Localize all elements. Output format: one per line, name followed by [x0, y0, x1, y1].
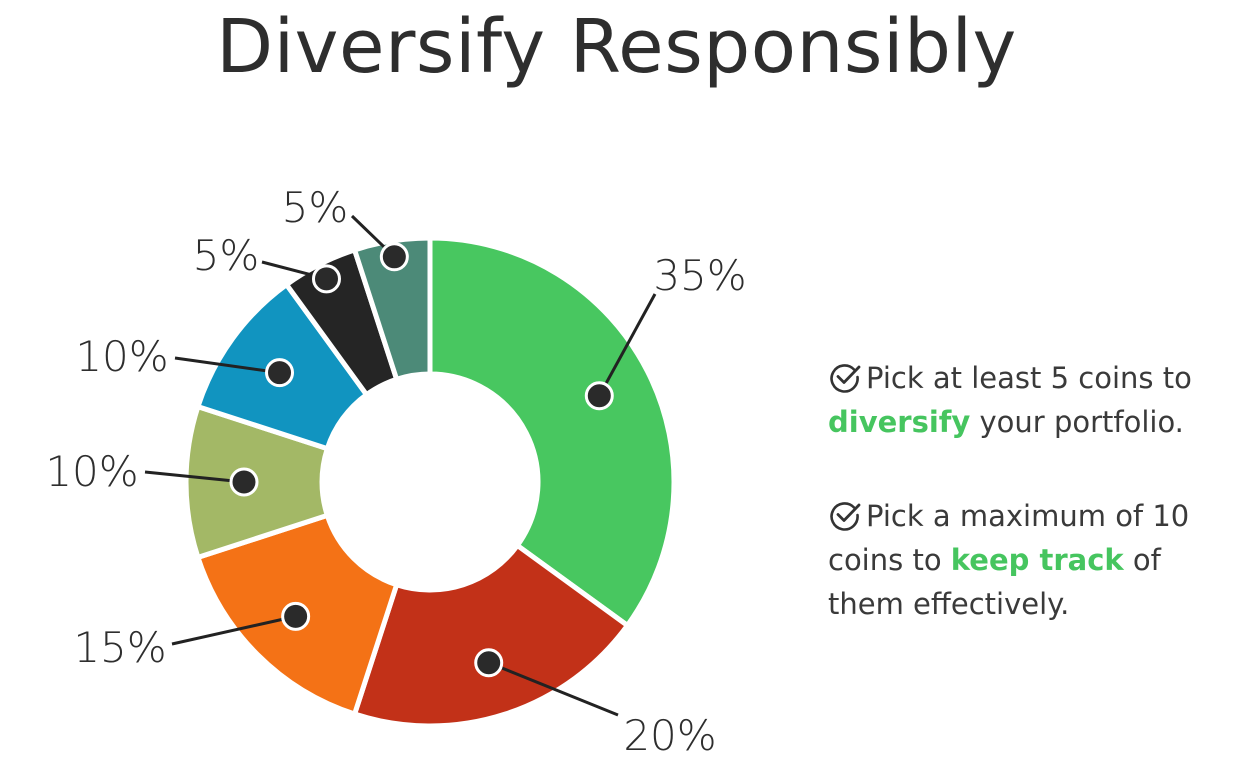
tip-text-end: of them effectively.: [828, 543, 1161, 621]
slice-label-2: 15%: [73, 623, 166, 672]
tip-diversify: Pick at least 5 coins to diversify your …: [828, 356, 1228, 444]
leader-line-4: [174, 356, 280, 375]
leader-line-1: [488, 661, 619, 717]
tip-text-end: your portfolio.: [970, 405, 1184, 439]
leader-dot-1: [474, 648, 504, 678]
tip-text: Pick at least 5 coins to: [866, 361, 1192, 395]
leader-line-3: [144, 470, 245, 484]
slice-0: [427, 235, 677, 628]
leader-dot-6: [379, 242, 409, 272]
labels-group: 35% 20% 15% 10% 10% 5% 5%: [45, 183, 746, 760]
tip-keep-track: Pick a maximum of 10 coins to keep track…: [828, 494, 1228, 626]
slices-group: [183, 235, 677, 729]
leader-line-0: [597, 293, 657, 397]
leader-dot-5: [311, 264, 341, 294]
leader-dot-2: [281, 601, 311, 631]
slice-label-6: 5%: [282, 183, 349, 232]
page-title: Diversify Responsibly: [216, 4, 1017, 90]
slice-label-4: 10%: [75, 332, 168, 381]
slice-label-3: 10%: [45, 447, 138, 496]
leader-dot-0: [584, 381, 614, 411]
leaders-group: [144, 214, 657, 717]
tip-highlight: keep track: [950, 543, 1124, 577]
slice-label-1: 20%: [623, 711, 716, 760]
slice-label-0: 35%: [653, 251, 746, 300]
leader-dot-3: [229, 467, 259, 497]
check-circle-icon: [830, 364, 861, 393]
slice-1: [352, 542, 630, 729]
tip-highlight: diversify: [828, 405, 971, 439]
tip-text: Pick a maximum of 10 coins to: [828, 499, 1190, 577]
check-circle-icon: [830, 502, 861, 531]
leader-line-2: [171, 614, 296, 646]
slice-6: [352, 235, 433, 382]
leader-dot-4: [265, 358, 295, 388]
slice-label-5: 5%: [193, 231, 260, 280]
